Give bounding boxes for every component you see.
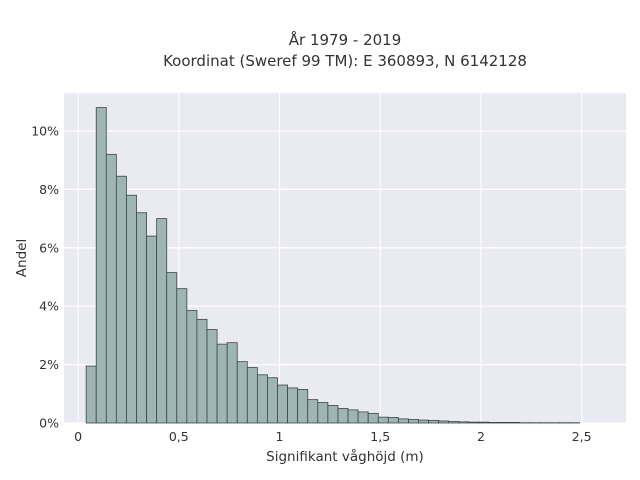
y-tick-label: 10% [31,123,59,138]
histogram-bar [508,422,520,424]
histogram-bar [236,361,248,424]
histogram-bar [115,175,127,424]
histogram-bar [488,422,500,424]
histogram-bar [186,310,198,424]
y-tick-label: 2% [39,357,59,372]
histogram-bar [367,412,379,424]
histogram-bar [216,343,228,424]
histogram-bar [498,422,510,424]
histogram-bars [85,107,581,424]
x-tick-labels: 0 0,5 1 1,5 2 2,5 [74,429,592,444]
x-tick-label: 2,5 [572,429,592,444]
histogram-bar [448,421,460,424]
histogram-bar [428,419,440,424]
histogram-bar [347,409,359,424]
histogram-bar [357,411,369,424]
histogram-bar [196,318,208,424]
y-tick-label: 4% [39,299,59,314]
x-tick-label: 0,5 [169,429,189,444]
y-tick-label: 6% [39,240,59,255]
histogram-bar [397,418,409,424]
y-axis-label: Andel [14,239,30,277]
histogram-bar [478,421,490,424]
histogram-bar [317,402,329,424]
histogram-bar [438,420,450,424]
histogram-bar [206,329,218,424]
x-tick-label: 1 [276,429,284,444]
histogram-bar [176,288,188,424]
chart-title-line-1: År 1979 - 2019 [289,30,402,49]
histogram-bar [156,218,168,424]
x-tick-label: 0 [74,429,82,444]
histogram-bar [166,272,178,424]
histogram-bar [105,153,117,424]
histogram-bar [85,365,97,424]
histogram-bar [287,387,299,424]
chart-title: År 1979 - 2019 Koordinat (Sweref 99 TM):… [163,30,527,70]
histogram-bar [256,374,268,424]
chart-title-line-2: Koordinat (Sweref 99 TM): E 360893, N 61… [163,52,527,70]
y-tick-labels: 0% 2% 4% 6% 8% 10% [31,123,59,430]
x-axis-label: Signifikant våghöjd (m) [266,448,424,465]
histogram-bar [337,407,349,424]
histogram-bar [297,389,309,424]
histogram-bar [126,194,137,424]
histogram-bar [387,417,399,424]
histogram-bar [146,235,158,424]
x-tick-label: 1,5 [370,429,390,444]
histogram-bar [307,399,319,424]
histogram-bar [246,367,258,424]
histogram-bar [267,377,278,424]
histogram-bar [136,212,147,424]
y-tick-label: 0% [39,416,59,431]
histogram-bar [418,419,429,424]
histogram-bar [468,421,480,424]
histogram-bar [226,342,238,424]
histogram-bar [377,416,389,424]
histogram-bar [408,419,419,424]
histogram-bar [95,107,107,424]
histogram-bar [327,405,339,424]
x-tick-label: 2 [477,429,485,444]
y-tick-label: 8% [39,182,59,197]
histogram-bar [458,421,470,424]
histogram-bar [277,384,288,424]
